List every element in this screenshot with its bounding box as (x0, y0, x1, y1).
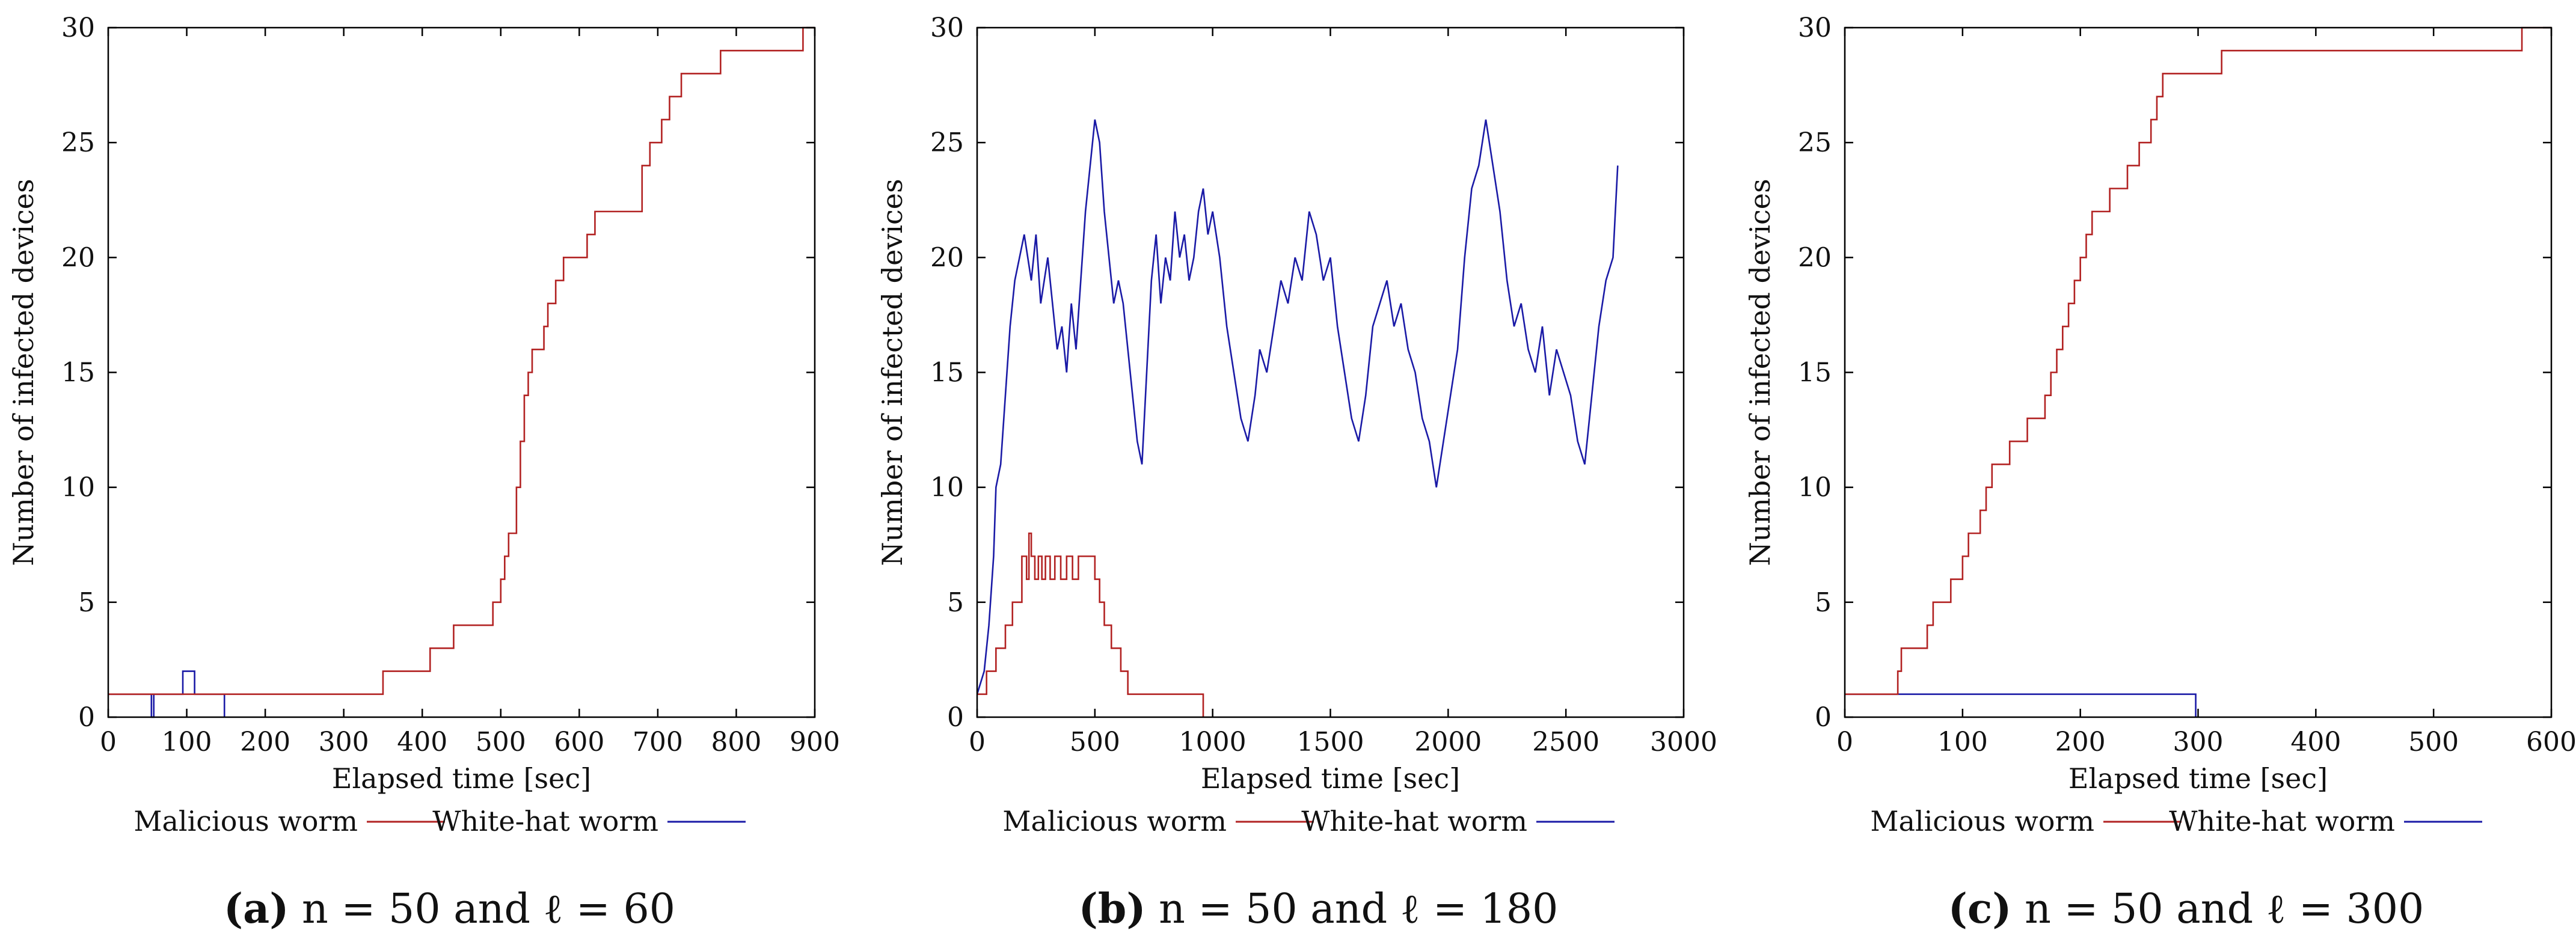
legend: Malicious worm White-hat worm (1870, 805, 2482, 837)
y-tick-label: 15 (930, 358, 964, 388)
y-tick-label: 0 (947, 702, 964, 733)
y-tick-label: 0 (1815, 702, 1832, 733)
y-tick-label: 10 (930, 472, 964, 503)
y-axis-label: Number of infected devices (7, 179, 40, 566)
panel-a: 0 100 200 300 400 500 600 700 800 900 0 5 10 15 20 25 30… (7, 13, 840, 933)
x-tick-label: 300 (319, 727, 369, 757)
x-tick-label: 700 (633, 727, 683, 757)
legend-label-malicious: Malicious worm (133, 805, 358, 837)
x-tick-label: 1500 (1297, 727, 1364, 757)
y-axis-label: Number of infected devices (876, 179, 909, 566)
x-tick-label: 3000 (1650, 727, 1717, 757)
panel-c: 0 100 200 300 400 500 600 0 5 10 15 20 25 30 Elapsed t… (1744, 13, 2576, 933)
x-tick-label: 800 (711, 727, 761, 757)
y-tick-label: 30 (930, 13, 964, 43)
malicious-worm-line (1845, 26, 2551, 696)
caption-expression: n = 50 and ℓ = 180 (1159, 885, 1558, 933)
y-tick-label: 5 (947, 587, 964, 618)
x-tick-label: 600 (554, 727, 604, 757)
x-tick-label: 100 (1937, 727, 1988, 757)
malicious-worm-line (108, 26, 815, 696)
plot-frame (107, 26, 816, 718)
y-tick-label: 30 (61, 13, 95, 43)
x-tick-label: 0 (100, 727, 117, 757)
y-tick-label: 25 (1798, 127, 1832, 158)
x-tick-label: 200 (240, 727, 290, 757)
x-tick-label: 200 (2055, 727, 2106, 757)
y-tick-label: 25 (930, 127, 964, 158)
x-axis-label: Elapsed time [sec] (332, 762, 591, 795)
malicious-worm-line (977, 532, 1204, 717)
legend-label-white-hat: White-hat worm (432, 805, 658, 837)
caption-expression: n = 50 and ℓ = 300 (2025, 885, 2424, 933)
y-tick-label: 10 (61, 472, 95, 503)
x-tick-label: 400 (397, 727, 447, 757)
panel-caption: (b) n = 50 and ℓ = 180 (1079, 885, 1559, 933)
x-tick-label: 0 (969, 727, 986, 757)
y-tick-label: 25 (61, 127, 95, 158)
caption-letter: (b) (1079, 885, 1146, 933)
white-hat-worm-line (1845, 693, 2197, 717)
y-tick-label: 15 (1798, 358, 1832, 388)
x-tick-label: 1000 (1179, 727, 1247, 757)
y-tick-label: 10 (1798, 472, 1832, 503)
x-tick-label: 300 (2173, 727, 2224, 757)
legend: Malicious worm White-hat worm (1002, 805, 1615, 837)
x-tick-label: 400 (2290, 727, 2341, 757)
plot-frame (976, 26, 1685, 718)
y-tick-label: 5 (1815, 587, 1832, 618)
x-tick-label: 500 (2408, 727, 2459, 757)
y-tick-label: 30 (1798, 13, 1832, 43)
panel-b: 0 500 1000 1500 2000 2500 3000 0 5 10 15 20 25 30 Elap… (876, 13, 1717, 933)
x-tick-label: 2000 (1414, 727, 1482, 757)
y-axis-label: Number of infected devices (1744, 179, 1776, 566)
x-tick-label: 2500 (1532, 727, 1599, 757)
white-hat-worm-line (977, 119, 1619, 695)
x-tick-label: 500 (476, 727, 526, 757)
panel-caption: (a) n = 50 and ℓ = 60 (224, 885, 675, 933)
legend-label-malicious: Malicious worm (1870, 805, 2094, 837)
y-tick-label: 5 (78, 587, 95, 618)
y-tick-label: 20 (930, 242, 964, 273)
legend-label-white-hat: White-hat worm (2169, 805, 2395, 837)
x-axis-label: Elapsed time [sec] (1201, 762, 1460, 795)
panel-caption: (c) n = 50 and ℓ = 300 (1948, 885, 2424, 933)
x-axis-label: Elapsed time [sec] (2068, 762, 2328, 795)
caption-expression: n = 50 and ℓ = 60 (302, 885, 675, 933)
x-tick-label: 500 (1070, 727, 1120, 757)
legend-label-malicious: Malicious worm (1002, 805, 1227, 837)
caption-letter: (a) (224, 885, 289, 933)
x-tick-label: 900 (790, 727, 840, 757)
caption-letter: (c) (1948, 885, 2012, 933)
y-tick-label: 0 (78, 702, 95, 733)
plot-frame (1844, 26, 2553, 718)
x-tick-label: 600 (2526, 727, 2576, 757)
x-tick-label: 100 (162, 727, 212, 757)
y-tick-label: 20 (1798, 242, 1832, 273)
y-tick-label: 20 (61, 242, 95, 273)
x-tick-label: 0 (1836, 727, 1853, 757)
legend: Malicious worm White-hat worm (133, 805, 746, 837)
y-tick-label: 15 (61, 358, 95, 388)
legend-label-white-hat: White-hat worm (1301, 805, 1527, 837)
